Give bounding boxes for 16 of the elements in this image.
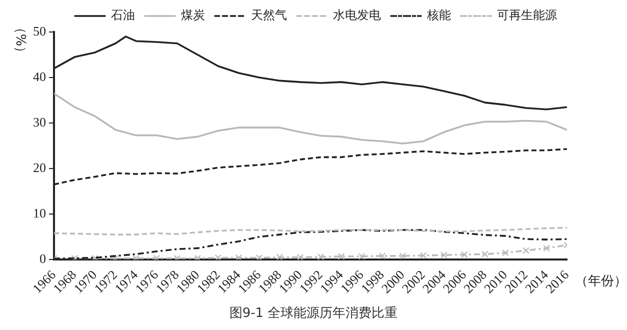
y-tick-label: 10 [33,205,46,220]
y-tick-label: 20 [33,160,46,175]
line-series [54,226,567,236]
y-tick-label: 40 [33,68,46,84]
legend-label: 水电发电 [333,8,381,22]
legend-label: 核能 [426,8,451,22]
y-tick-label: 50 [33,23,46,38]
legend-label: 石油 [111,8,135,22]
legend-label: 煤炭 [181,8,205,22]
caption: 图9-1 全球能源历年消费比重 [228,305,399,322]
y-tick-label: 30 [33,114,46,130]
y-axis-title: （%） [12,20,28,60]
legend-label: 天然气 [251,8,287,22]
legend-label: 可再生能源 [497,8,557,22]
x-axis-title: （年份） [575,274,627,289]
y-tick-label: 0 [40,251,46,266]
